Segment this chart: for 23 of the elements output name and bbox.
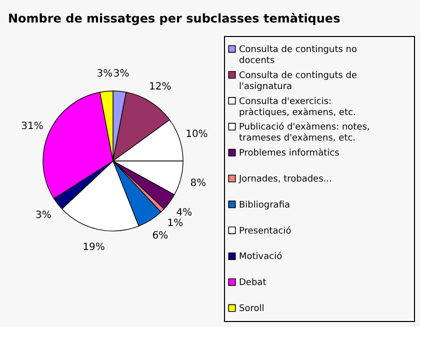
data-label: 3% [113,68,130,80]
legend-label: Publicació d'exàmens: notes, trameses d'exàmens, etc. [239,122,370,144]
data-label: 8% [190,178,206,189]
chart-title: Nombre de missatges per subclasses temàtiques [8,12,340,26]
legend-label: Problemes informàtics [239,148,340,159]
legend-label: Debat [239,278,267,288]
legend-label: Consulta de continguts de l'asignatura [239,70,358,92]
legend-label: Consulta d'exercicis: pràctiques, exàmens, etc. [239,96,356,118]
data-label: 3% [36,210,52,221]
legend-label: Presentació [239,225,292,236]
data-label: 6% [152,230,168,242]
data-label: 4% [176,208,192,219]
legend-label: Bibliografia [239,200,290,210]
legend-label: Motivació [239,251,283,262]
data-label: 3% [96,68,113,80]
data-label: 1% [167,218,184,230]
data-label: 31% [21,121,44,132]
data-label: 10% [186,128,208,140]
data-label: 12% [149,82,172,93]
legend-label: Consulta de continguts no docents [239,44,358,66]
legend-label: Jornades, trobades... [238,174,332,184]
data-label: 19% [82,242,105,253]
legend-label: Soroll [239,304,264,314]
